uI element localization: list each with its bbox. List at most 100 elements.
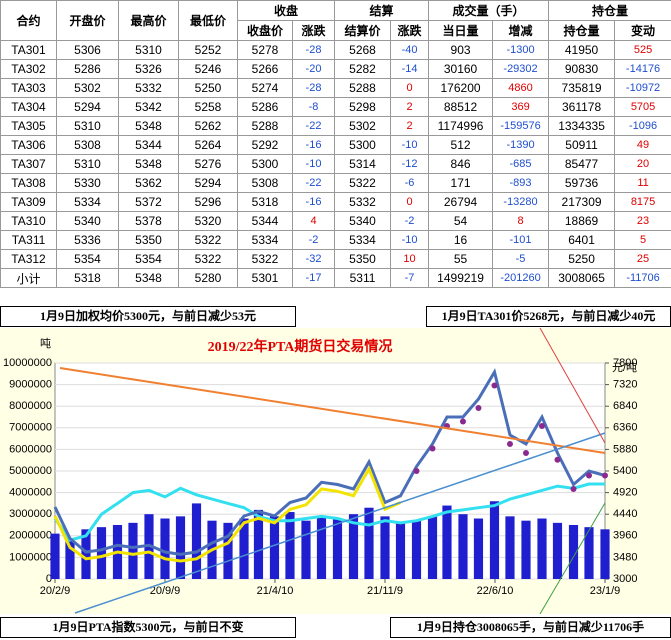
table-cell: -1300 [492,40,550,60]
table-cell: 5294 [178,173,238,193]
series-line [53,482,605,542]
table-cell: 5344 [237,211,293,231]
table-cell: 5246 [178,59,238,79]
table-cell: 5314 [334,154,392,174]
table-cell: 5288 [237,116,293,136]
table-cell: 小计 [0,268,57,288]
table-cell: 361178 [548,97,616,117]
table-cell: 5280 [178,268,238,288]
price-dot [538,423,545,429]
table-cell: -685 [492,154,550,174]
y-tick-label: 9000000 [9,379,52,391]
volume-bar [427,516,438,579]
table-row: TA305 5310 5348 5262 5288 -22 5302 2 1174996 -159… [0,116,671,136]
table-cell: 5300 [334,135,392,155]
y-tick-label: 7000000 [9,422,52,434]
series-line [53,465,402,563]
table-cell: TA301 [0,40,57,60]
trend-line [74,432,606,614]
volume-bar [65,537,75,579]
column-subheader: 涨跌 [291,20,336,41]
volume-bar [568,525,579,579]
y-tick-label: 10000000 [3,357,52,369]
table-cell: 846 [428,154,494,174]
y2-tick-label: 6840 [613,400,637,412]
table-cell: 5300 [237,154,293,174]
volume-bar [50,533,60,579]
table-cell: 5342 [118,97,179,117]
table-cell: 26794 [428,192,494,212]
annotation: 1月9日持仓3008065手，与前日减少11706手 [390,617,671,638]
table-cell: 2 [390,97,430,117]
volume-bar [380,516,390,579]
y-tick-label: 5000000 [9,465,52,477]
table-cell: -28 [291,40,336,60]
table-cell: -10 [390,230,430,250]
table-cell: 50911 [548,135,616,155]
column-subheader: 收盘价 [237,20,293,41]
price-dot [413,468,420,474]
table-cell: 5 [614,230,671,250]
table-cell: 16 [428,230,494,250]
table-row: 小计 5318 5348 5280 5301 -17 5311 -7 1499219 -20126… [0,268,671,288]
table-row: TA302 5286 5326 5246 5266 -20 5282 -14 30160 -293… [0,59,671,79]
volume-bar [316,516,327,579]
table-cell: 5320 [178,211,238,231]
table-cell: -6 [390,173,430,193]
volume-bar [395,522,406,579]
table-cell: -16 [291,192,336,212]
volume-bar [600,529,610,579]
x-tick-label: 23/1/9 [590,585,621,597]
table-cell: -13280 [492,192,550,212]
table-cell: -893 [492,173,550,193]
volume-bar [332,518,343,579]
table-cell: 5348 [118,268,179,288]
table-cell: 5258 [178,97,238,117]
y2-unit: 元/吨 [612,361,637,374]
y2-tick-label: 7320 [613,379,637,391]
volume-bar [348,514,359,579]
chart: 2019/22年PTA期货日交易情况 吨元/吨 0 1000000 2000000 300… [0,328,671,614]
table-cell: 5268 [334,40,392,60]
table-cell: 5332 [118,78,179,98]
table-cell: 11 [614,173,671,193]
table-cell: 5310 [118,40,179,60]
table-cell: 5354 [118,249,179,269]
table-cell: 5354 [56,249,119,269]
price-dot [429,445,436,452]
table-cell: 5340 [334,211,392,231]
y2-tick-label: 3960 [613,530,637,542]
pointer-line [539,328,606,444]
column-header: 合约 [0,0,57,41]
column-header: 成交量（手） [428,0,550,21]
table-cell: 5306 [56,40,119,60]
x-tick-label: 20/2/9 [40,585,71,597]
volume-bar [239,518,249,579]
table-cell: 5322 [178,249,238,269]
table-cell: -10 [291,154,336,174]
column-subheader: 持仓量 [548,20,616,41]
table-cell: 5308 [56,135,119,155]
table-row: TA304 5294 5342 5258 5286 -8 5298 2 88512 369 3611… [0,97,671,117]
table-cell: 5372 [118,192,179,212]
table-cell: 5311 [334,268,392,288]
table-cell: 5318 [237,192,293,212]
table-cell: 5310 [56,154,119,174]
table-cell: 512 [428,135,494,155]
table-cell: 4860 [492,78,550,98]
x-tick-label: 22/6/10 [477,585,514,597]
table-cell: 5334 [334,230,392,250]
table-cell: 25 [614,249,671,269]
table-cell: 5278 [237,40,293,60]
table-cell: 5276 [178,154,238,174]
annotation: 1月9日加权均价5300元，与前日减少53元 [0,306,296,327]
y-tick-label: 3000000 [9,508,52,520]
table-cell: 5326 [118,59,179,79]
volume-bar [505,516,515,579]
header-row: 合约 开盘价 最高价 最低价 收盘 结算 成交量（手） 持仓量 [0,0,671,41]
y-tick-label: 6000000 [9,443,52,455]
table-cell: -29302 [492,59,550,79]
price-dot [522,450,529,456]
table-cell: TA305 [0,116,57,136]
table-cell: 23 [614,211,671,231]
